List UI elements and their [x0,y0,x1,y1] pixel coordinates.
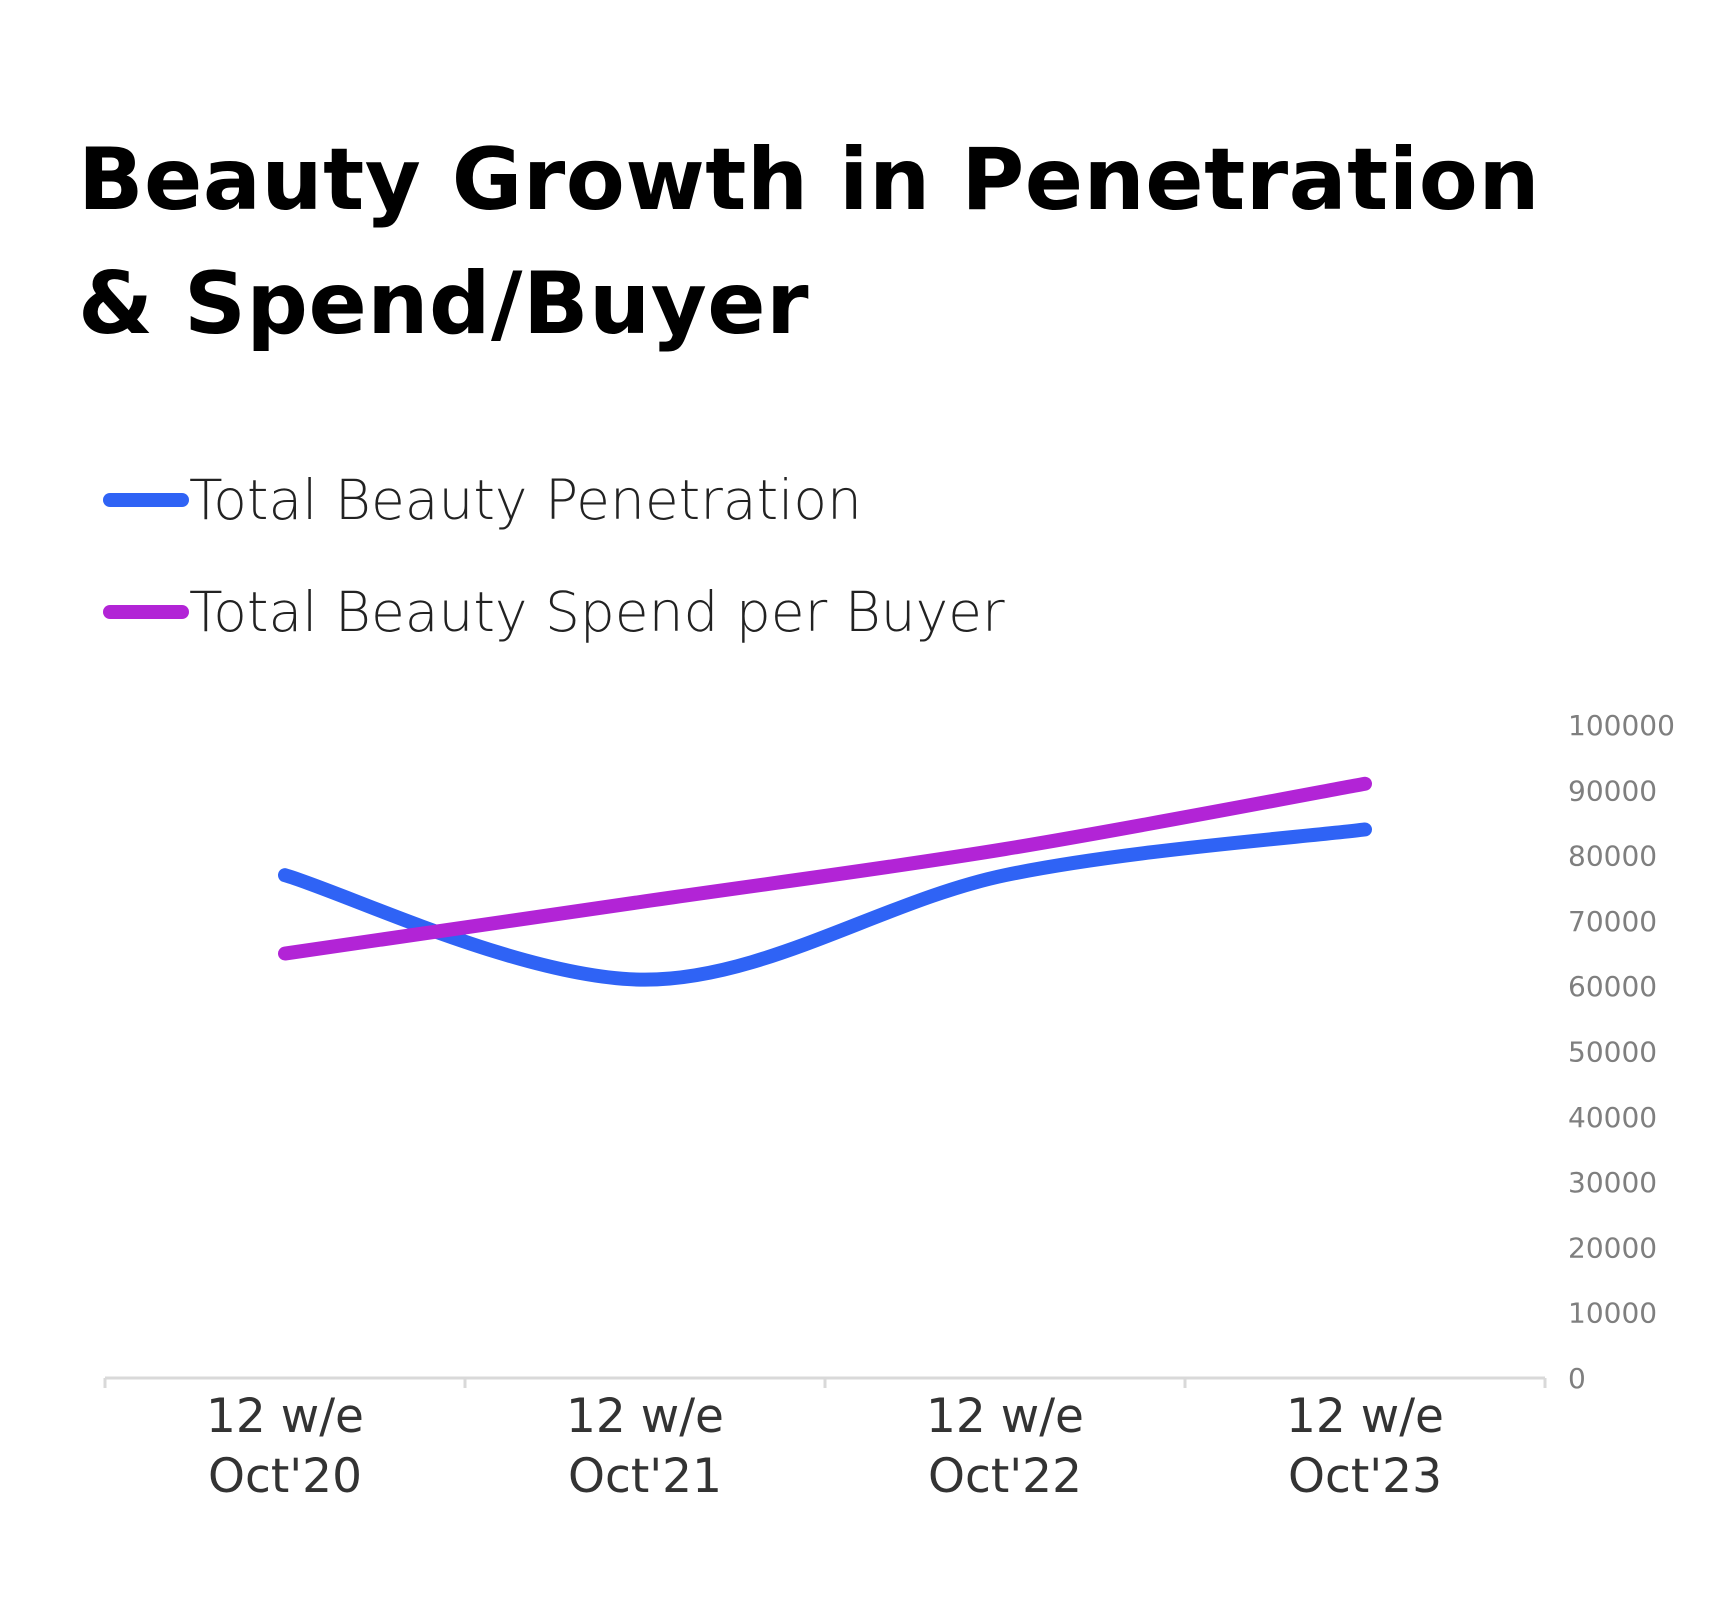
y-tick-label: 90000 [1568,774,1657,807]
x-category-label: 12 w/e Oct'23 [1286,1389,1444,1504]
series-line-spend [278,776,1372,961]
legend-swatch-penetration [103,493,189,507]
y-tick-label: 70000 [1568,905,1657,938]
y-tick-label: 60000 [1568,970,1657,1003]
x-category-label: 12 w/e Oct'20 [206,1389,364,1504]
y-tick-label: 100000 [1568,709,1675,742]
x-category-label: 12 w/e Oct'22 [926,1389,1084,1504]
series-line-penetration [278,822,1372,987]
legend-swatch-spend [103,605,189,619]
y-tick-label: 20000 [1568,1231,1657,1264]
y-tick-label: 10000 [1568,1297,1657,1330]
x-category-label: 12 w/e Oct'21 [566,1389,724,1504]
y-tick-label: 80000 [1568,840,1657,873]
y-tick-label: 50000 [1568,1036,1657,1069]
legend-label-spend: Total Beauty Spend per Buyer [189,580,1005,644]
y-tick-label: 30000 [1568,1166,1657,1199]
y-tick-label: 40000 [1568,1101,1657,1134]
legend-label-penetration: Total Beauty Penetration [189,468,862,532]
chart-title: Beauty Growth in Penetration & Spend/Buy… [78,130,1541,354]
y-tick-label: 0 [1568,1362,1586,1395]
